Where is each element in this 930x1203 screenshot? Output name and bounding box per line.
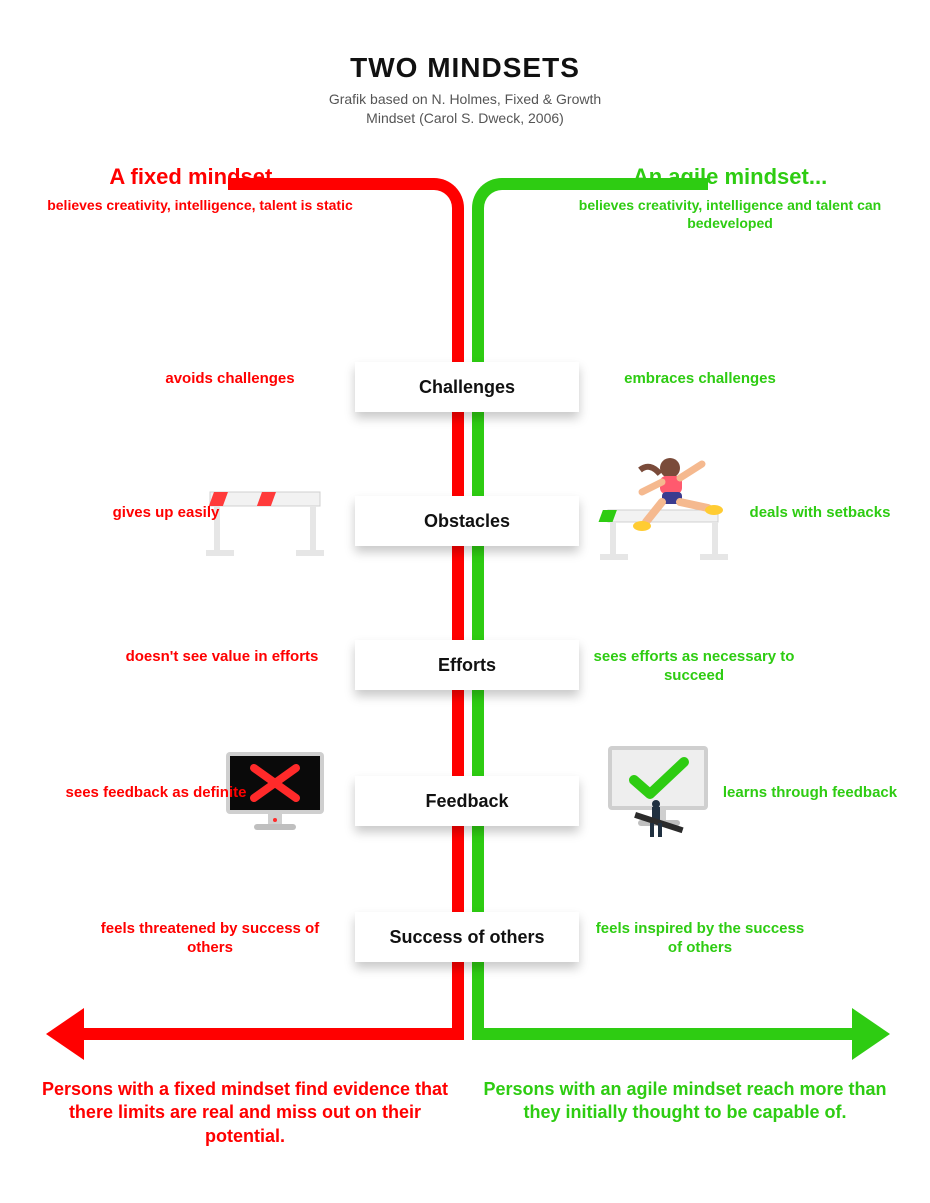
bottom-bar-agile xyxy=(472,1028,856,1040)
cap-agile-challenges: embraces challenges xyxy=(590,370,810,389)
page-subtitle: Grafik based on N. Holmes, Fixed & Growt… xyxy=(0,90,930,128)
subtitle-line-1: Grafik based on N. Holmes, Fixed & Growt… xyxy=(329,91,601,107)
card-efforts: Efforts xyxy=(355,640,579,690)
cap-agile-efforts: sees efforts as necessary to succeed xyxy=(584,648,804,686)
arrowhead-agile xyxy=(852,1008,890,1060)
card-obstacles: Obstacles xyxy=(355,496,579,546)
cap-agile-success: feels inspired by the success of others xyxy=(590,920,810,958)
connector-fixed-top xyxy=(228,178,464,220)
cap-fixed-success: feels threatened by success of others xyxy=(100,920,320,958)
cap-fixed-efforts: doesn't see value in efforts xyxy=(112,648,332,667)
card-challenges: Challenges xyxy=(355,362,579,412)
card-success: Success of others xyxy=(355,912,579,962)
header: TWO MINDSETS Grafik based on N. Holmes, … xyxy=(0,0,930,128)
cap-agile-obstacles: deals with setbacks xyxy=(710,504,930,523)
cap-agile-feedback: learns through feedback xyxy=(700,784,920,803)
cap-fixed-challenges: avoids challenges xyxy=(120,370,340,389)
subtitle-line-2: Mindset (Carol S. Dweck, 2006) xyxy=(366,110,564,126)
cap-fixed-feedback: sees feedback as definite xyxy=(46,784,266,803)
connector-agile-top xyxy=(472,178,708,220)
cap-fixed-obstacles: gives up easily xyxy=(56,504,276,523)
conclusion-agile: Persons with an agile mindset reach more… xyxy=(480,1078,890,1125)
arrowhead-fixed xyxy=(46,1008,84,1060)
card-feedback: Feedback xyxy=(355,776,579,826)
bottom-bar-fixed xyxy=(80,1028,464,1040)
conclusion-fixed: Persons with a fixed mindset find eviden… xyxy=(40,1078,450,1148)
page-title: TWO MINDSETS xyxy=(0,52,930,84)
